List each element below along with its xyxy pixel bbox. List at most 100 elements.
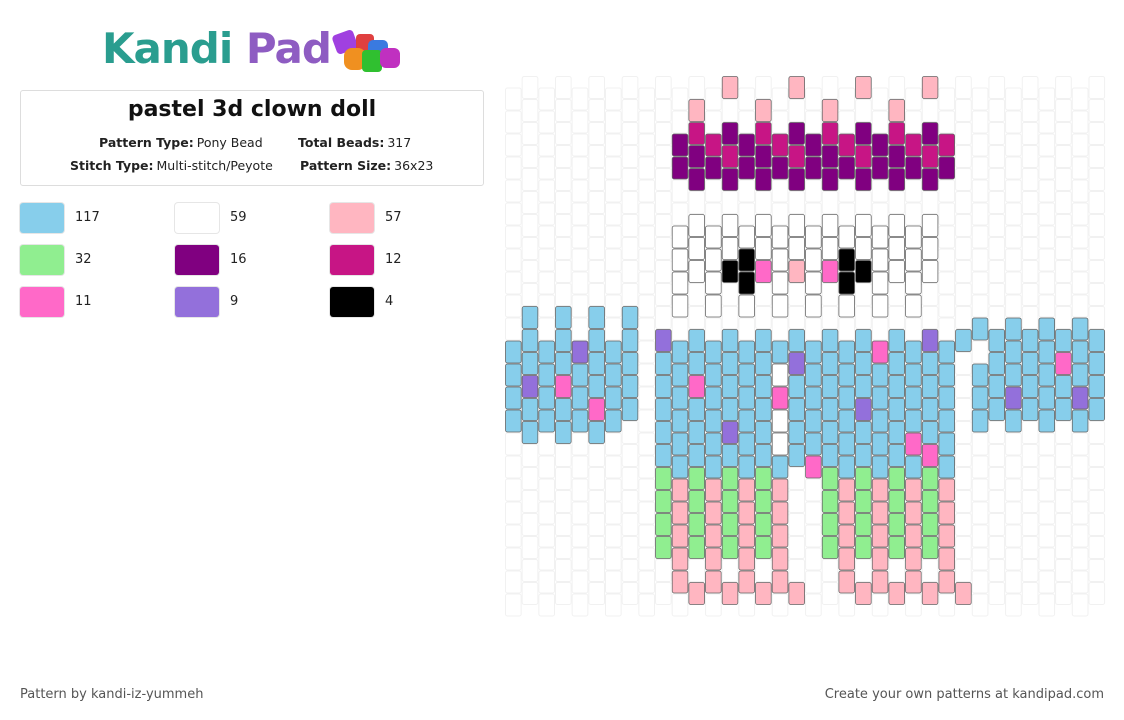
bead: [771, 455, 789, 479]
bead: [671, 271, 689, 295]
empty-cell: [1005, 294, 1022, 318]
empty-cell: [738, 87, 756, 111]
bead: [671, 501, 689, 525]
empty-cell: [605, 133, 622, 157]
empty-cell: [571, 317, 589, 341]
empty-cell: [505, 87, 522, 111]
empty-cell: [1071, 432, 1089, 456]
empty-cell: [555, 191, 572, 214]
bead: [705, 133, 722, 157]
bead: [705, 501, 722, 525]
empty-cell: [821, 76, 839, 99]
bead: [671, 225, 689, 249]
bead: [888, 582, 905, 605]
empty-cell: [688, 283, 706, 306]
bead: [821, 513, 839, 536]
empty-cell: [638, 409, 656, 433]
empty-cell: [821, 559, 839, 582]
empty-cell: [621, 191, 639, 214]
bead: [605, 409, 622, 433]
empty-cell: [655, 145, 672, 168]
empty-cell: [538, 225, 556, 249]
bead: [738, 271, 755, 295]
empty-cell: [638, 363, 656, 387]
empty-cell: [638, 110, 656, 134]
bead: [1005, 363, 1022, 387]
empty-cell: [1005, 455, 1022, 479]
bead: [588, 375, 605, 398]
empty-cell: [1071, 455, 1089, 479]
empty-cell: [955, 76, 972, 99]
empty-cell: [805, 317, 822, 341]
bead: [888, 467, 905, 490]
bead: [838, 340, 855, 364]
bead: [755, 237, 772, 260]
empty-cell: [1088, 168, 1106, 191]
bead: [688, 352, 705, 375]
empty-cell: [521, 559, 539, 582]
bead: [771, 156, 789, 180]
empty-cell: [505, 294, 522, 318]
bead: [705, 156, 722, 180]
empty-cell: [988, 559, 1006, 582]
empty-cell: [571, 455, 589, 479]
bead: [1005, 409, 1022, 433]
empty-cell: [1021, 260, 1039, 283]
bead: [721, 352, 739, 375]
bead: [1038, 317, 1056, 341]
bead: [921, 214, 939, 237]
empty-cell: [988, 582, 1006, 605]
empty-cell: [755, 76, 772, 99]
empty-cell: [588, 76, 606, 99]
bead: [738, 501, 755, 525]
empty-cell: [588, 237, 606, 260]
empty-cell: [988, 145, 1006, 168]
empty-cell: [571, 179, 589, 203]
empty-cell: [1005, 547, 1022, 571]
field-value: Pony Bead: [196, 135, 263, 150]
empty-cell: [1005, 110, 1022, 134]
empty-cell: [621, 490, 639, 513]
bead: [621, 352, 639, 375]
empty-cell: [1005, 570, 1022, 594]
bead: [905, 225, 922, 249]
bead: [938, 409, 955, 433]
empty-cell: [638, 294, 656, 318]
bead: [938, 501, 955, 525]
empty-cell: [638, 133, 656, 157]
bead: [705, 524, 722, 548]
bead: [521, 375, 539, 398]
empty-cell: [1088, 467, 1106, 490]
empty-cell: [838, 317, 856, 341]
empty-cell: [1071, 179, 1089, 203]
bead: [805, 248, 822, 272]
bead: [655, 467, 672, 490]
bead: [921, 421, 939, 444]
bead: [671, 340, 689, 364]
empty-cell: [1088, 306, 1106, 329]
empty-cell: [1055, 536, 1072, 559]
empty-cell: [805, 179, 822, 203]
bead: [788, 421, 805, 444]
bead: [838, 455, 855, 479]
bead: [738, 570, 755, 594]
bead: [871, 363, 889, 387]
count: 16: [230, 252, 247, 267]
empty-cell: [521, 444, 539, 467]
bead: [921, 145, 939, 168]
empty-cell: [1005, 248, 1022, 272]
empty-cell: [571, 501, 589, 525]
bead: [805, 156, 822, 180]
empty-cell: [588, 260, 606, 283]
bead: [938, 547, 955, 571]
empty-cell: [671, 593, 689, 617]
empty-cell: [605, 202, 622, 226]
bead: [1038, 340, 1056, 364]
bead: [755, 145, 772, 168]
bead: [555, 306, 572, 329]
bead: [571, 363, 589, 387]
bead: [855, 214, 872, 237]
bead: [688, 375, 705, 398]
empty-cell: [588, 122, 606, 145]
